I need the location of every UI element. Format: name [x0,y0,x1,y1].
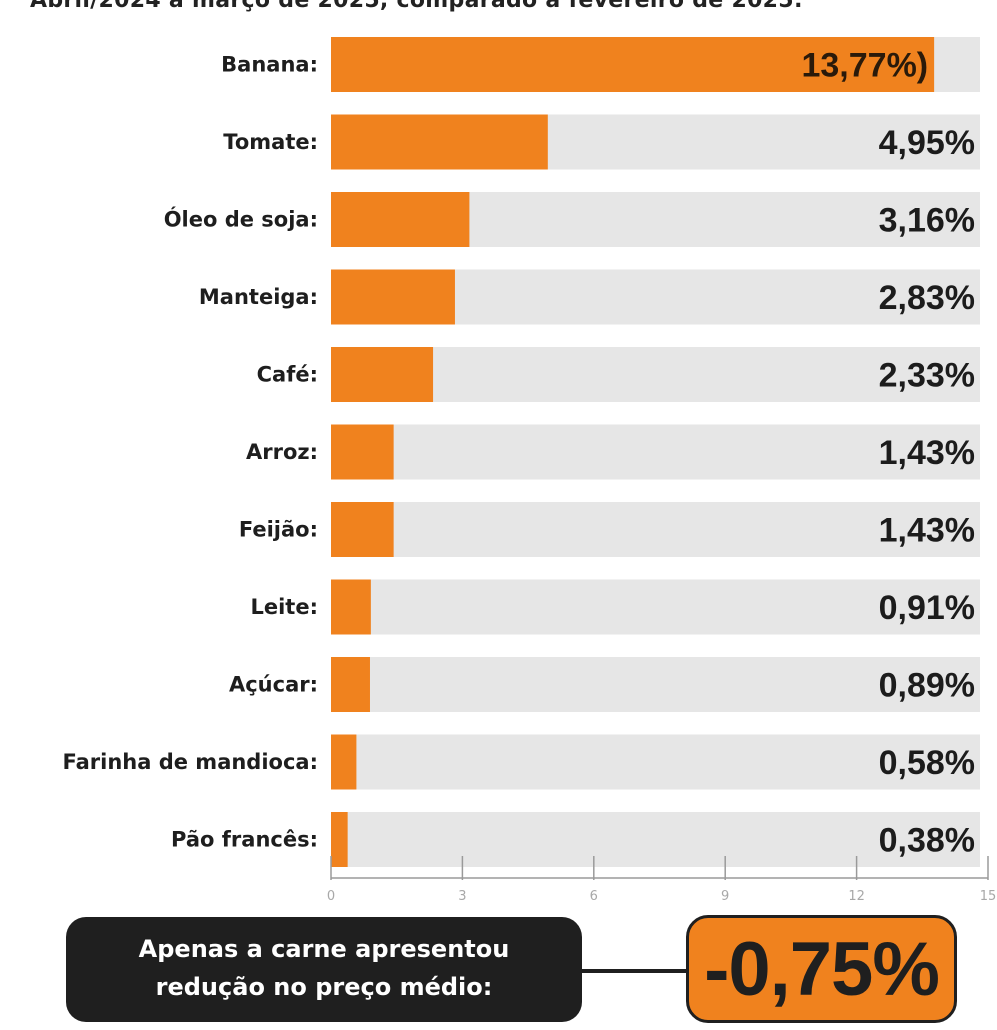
bar [331,502,394,557]
value-label: 0,91% [879,589,975,627]
bar [331,347,434,402]
value-label: 2,33% [879,357,975,395]
category-label: Açúcar: [229,673,318,697]
bar-track [331,424,980,480]
category-label: Farinha de mandioca: [63,750,319,774]
category-label: Pão francês: [171,828,318,852]
x-tick-label: 6 [590,889,598,904]
value-label: 4,95% [879,124,975,162]
value-label: 0,89% [879,667,975,705]
value-label: 0,38% [879,822,975,860]
x-tick-label: 9 [721,889,729,904]
bar-chart: Banana: 13,77%) Tomate: 4,95% Óleo de soja: 3… [63,37,997,904]
bar [331,812,348,867]
footer-note-line-2: redução no preço médio: [155,973,493,1001]
bar [331,192,470,247]
bar [331,657,370,712]
value-label: 0,58% [879,744,975,782]
bar [331,734,357,790]
bar-track [331,812,980,867]
value-label: 1,43% [879,434,975,472]
bar-track [331,657,980,712]
category-label: Manteiga: [199,285,318,309]
value-label: 1,43% [879,512,975,550]
bar [331,579,371,635]
footer-value-badge: -0,75% [686,915,957,1023]
bar-track [331,502,980,557]
x-tick-label: 12 [848,889,865,904]
category-label: Banana: [221,53,318,77]
value-label: 13,77%) [801,47,928,85]
connector-line [581,969,691,973]
bar [331,424,394,480]
category-label: Tomate: [223,130,318,154]
bar [331,269,455,325]
bar-track [331,734,980,790]
x-tick-label: 3 [458,889,466,904]
footer-note-line-1: Apenas a carne apresentou [138,935,510,963]
value-label: 2,83% [879,279,975,317]
category-label: Óleo de soja: [164,207,318,232]
bar-track [331,347,980,402]
bar [331,114,548,170]
category-label: Arroz: [246,440,318,464]
value-label: 3,16% [879,202,975,240]
category-label: Leite: [250,595,318,619]
bar [331,37,935,92]
bar-track [331,579,980,635]
x-tick-label: 15 [980,889,997,904]
category-label: Café: [257,363,318,387]
category-label: Feijão: [239,518,318,542]
x-tick-label: 0 [327,889,335,904]
footer-note: Apenas a carne apresentou redução no pre… [66,917,582,1022]
chart-header-text: Abril/2024 a março de 2025, comparado a … [30,0,803,13]
